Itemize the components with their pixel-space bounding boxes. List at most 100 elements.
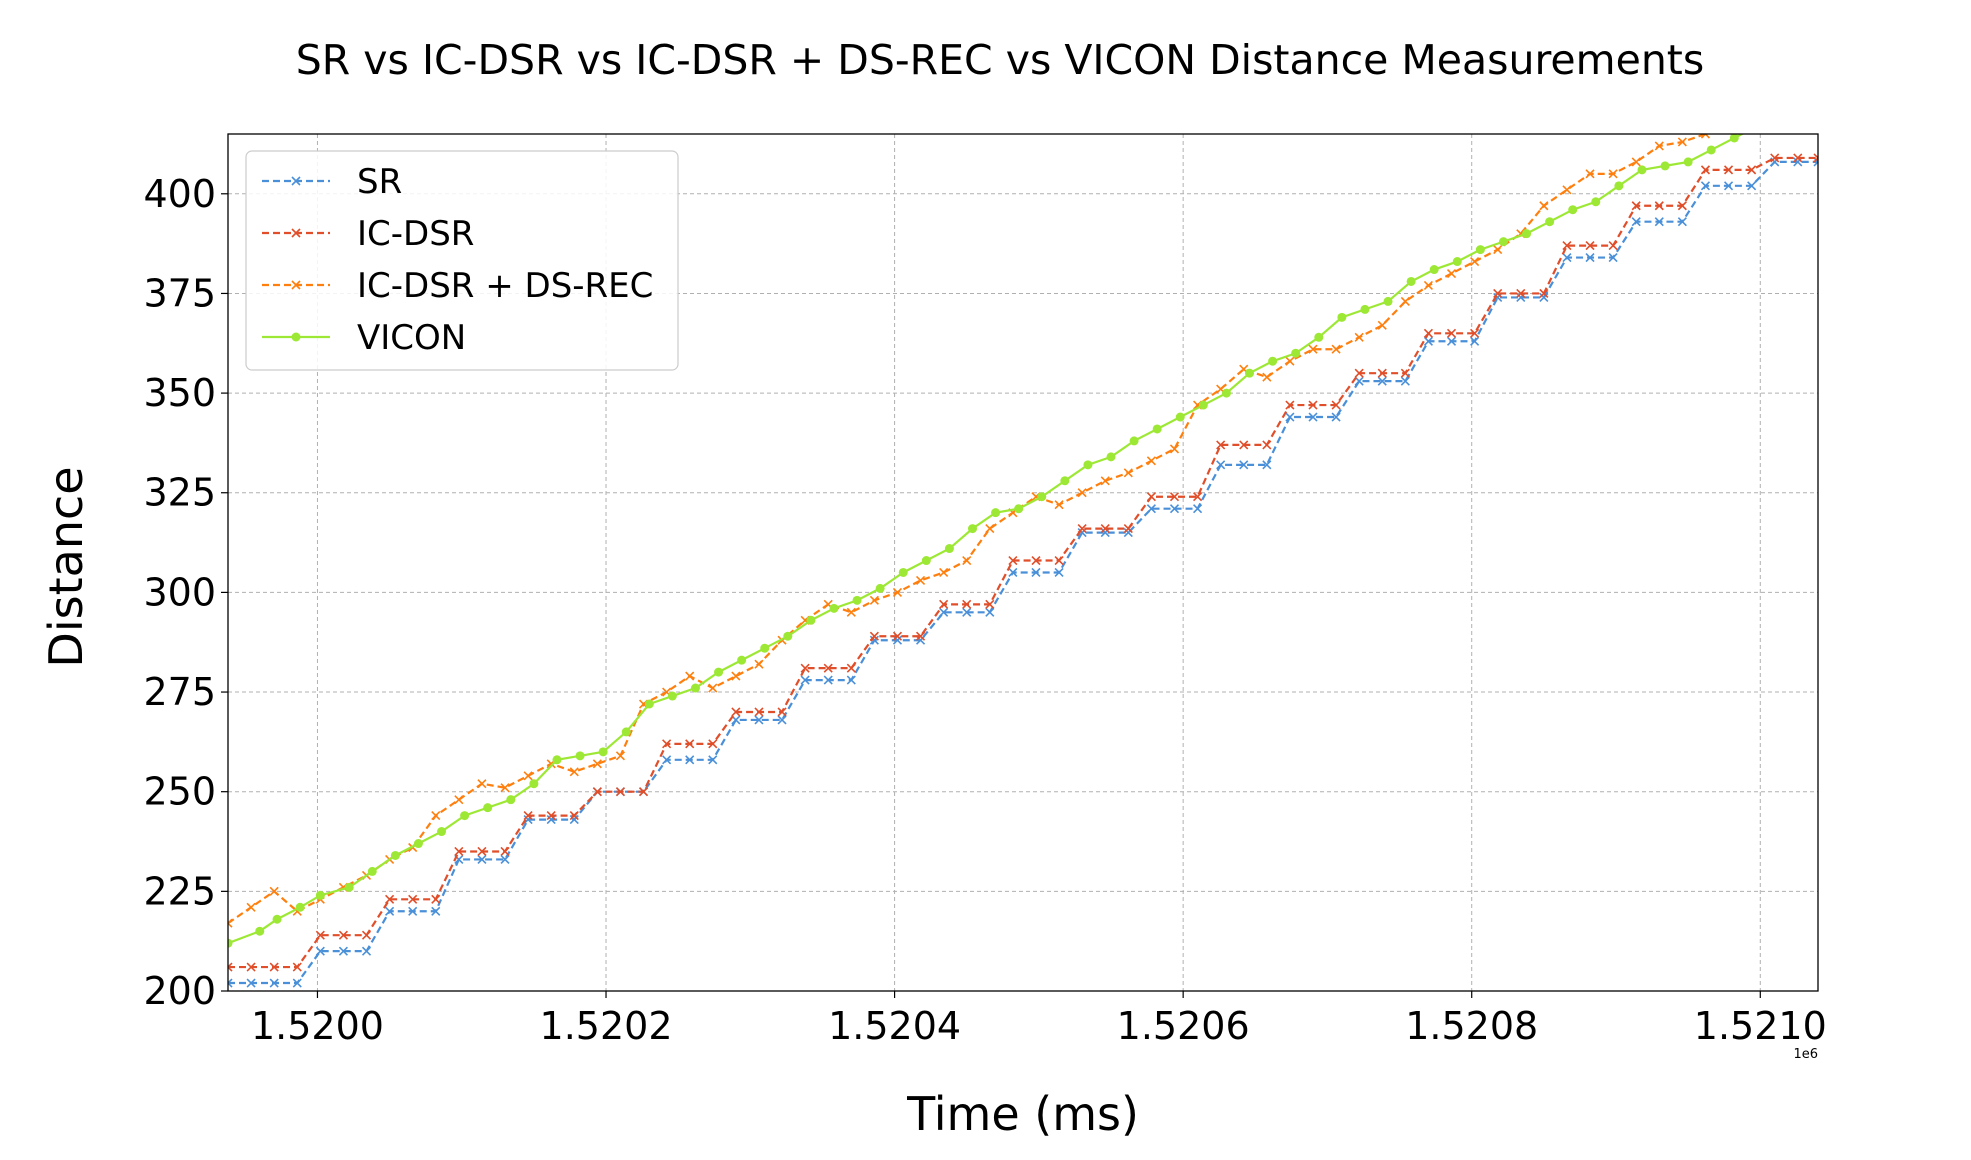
data-point-vicon (760, 643, 770, 653)
data-point-sr (1100, 528, 1110, 538)
y-tick-label: 350 (143, 371, 216, 415)
data-point-ic-dsr (1354, 368, 1364, 378)
data-point-ic-dsr-ds-rec (500, 783, 510, 793)
data-point-ic-dsr (1747, 165, 1757, 175)
data-point-vicon (991, 508, 1001, 518)
data-point-ic-dsr (292, 962, 302, 972)
data-point-ic-dsr-ds-rec (1608, 169, 1618, 179)
data-point-ic-dsr-ds-rec (1100, 476, 1110, 486)
series-ic-dsr (228, 153, 1818, 972)
data-point-vicon (1337, 312, 1347, 322)
x-tick-label: 1.5208 (1405, 1004, 1538, 1048)
data-point-ic-dsr-ds-rec (1585, 169, 1595, 179)
data-point-ic-dsr-ds-rec (1400, 296, 1410, 306)
data-point-ic-dsr (1331, 400, 1341, 410)
data-point-vicon (1360, 304, 1370, 314)
data-point-sr (1423, 336, 1434, 346)
data-point-ic-dsr (500, 846, 510, 857)
data-point-sr (361, 946, 372, 956)
data-point-ic-dsr (1608, 241, 1618, 251)
data-point-vicon (506, 795, 516, 805)
data-point-sr (1400, 376, 1410, 386)
data-point-sr (1813, 157, 1818, 167)
data-point-ic-dsr-ds-rec (269, 886, 279, 896)
data-point-ic-dsr (1700, 165, 1711, 175)
x-offset-label: 1e6 (1793, 1047, 1818, 1062)
data-point-vicon (1522, 229, 1532, 239)
data-point-vicon (1406, 276, 1416, 286)
series-sr (228, 157, 1818, 988)
data-point-ic-dsr-ds-rec (985, 524, 995, 534)
data-point-ic-dsr (846, 663, 856, 673)
data-point-sr (1747, 181, 1757, 191)
data-point-ic-dsr (408, 894, 418, 904)
data-point-vicon (1129, 436, 1139, 446)
series-lines (228, 134, 1818, 988)
data-point-sr (1331, 412, 1341, 422)
x-tick-label: 1.5206 (1117, 1004, 1250, 1048)
data-point-sr (1585, 253, 1595, 263)
data-point-vicon (667, 691, 677, 701)
data-point-vicon (598, 747, 608, 757)
data-point-vicon (1245, 368, 1255, 378)
data-point-ic-dsr-ds-rec (615, 751, 626, 761)
data-point-vicon (1614, 181, 1624, 191)
data-point-ic-dsr (662, 739, 672, 749)
data-point-sr (823, 675, 833, 685)
data-point-ic-dsr (546, 811, 556, 821)
data-point-vicon (1314, 332, 1324, 342)
data-point-ic-dsr-ds-rec (685, 671, 695, 681)
data-point-vicon (367, 866, 377, 876)
data-point-ic-dsr (1493, 288, 1503, 299)
data-point-ic-dsr-ds-rec (1677, 137, 1687, 147)
chart-title: SR vs IC-DSR vs IC-DSR + DS-REC vs VICON… (296, 36, 1705, 84)
data-point-ic-dsr (1562, 241, 1572, 251)
data-point-ic-dsr-ds-rec (962, 555, 972, 566)
data-point-ic-dsr (1723, 165, 1734, 175)
legend-marker-sr (291, 176, 301, 186)
data-point-vicon (1198, 400, 1208, 410)
data-point-sr (315, 946, 325, 956)
data-point-ic-dsr-ds-rec (1054, 500, 1064, 510)
legend-label-ic-dsr-ds-rec: IC-DSR + DS-REC (357, 266, 653, 306)
data-point-vicon (783, 631, 793, 641)
data-point-sr (269, 978, 279, 988)
data-point-ic-dsr (569, 811, 579, 821)
data-point-ic-dsr (1470, 328, 1480, 338)
data-point-vicon (621, 727, 631, 737)
data-point-vicon (1498, 237, 1508, 247)
data-point-vicon (921, 556, 931, 566)
data-point-sr (500, 854, 510, 865)
plot-frame (227, 133, 1819, 992)
data-point-ic-dsr (638, 787, 649, 797)
data-point-ic-dsr-ds-rec (1377, 320, 1387, 330)
data-point-ic-dsr-ds-rec (1262, 372, 1272, 382)
data-point-vicon (1660, 161, 1670, 171)
data-point-sr (962, 607, 972, 617)
data-point-ic-dsr (246, 962, 256, 972)
data-point-ic-dsr (1239, 440, 1249, 450)
data-point-ic-dsr (315, 930, 325, 940)
data-point-ic-dsr (1193, 492, 1203, 502)
data-point-ic-dsr-ds-rec (228, 918, 233, 928)
data-point-sr (1239, 460, 1249, 470)
legend-label-ic-dsr: IC-DSR (357, 214, 474, 254)
data-point-ic-dsr-ds-rec (1123, 468, 1133, 478)
data-point-ic-dsr (615, 787, 626, 797)
data-point-ic-dsr (1770, 153, 1780, 163)
data-point-sr (1608, 253, 1618, 263)
data-point-sr (985, 607, 995, 617)
data-point-vicon (228, 938, 233, 948)
data-point-vicon (1568, 205, 1578, 215)
y-axis-label: Distance (39, 466, 93, 667)
data-point-vicon (714, 667, 724, 677)
data-point-sr (1285, 412, 1295, 422)
data-point-ic-dsr (1100, 524, 1110, 534)
data-point-ic-dsr (754, 707, 764, 717)
data-point-vicon (437, 827, 447, 837)
y-tick-label: 400 (143, 172, 216, 216)
series-line-ic-dsr (228, 156, 1818, 969)
data-point-ic-dsr (1631, 201, 1641, 211)
data-point-vicon (1475, 245, 1485, 255)
data-point-ic-dsr-ds-rec (915, 575, 926, 586)
